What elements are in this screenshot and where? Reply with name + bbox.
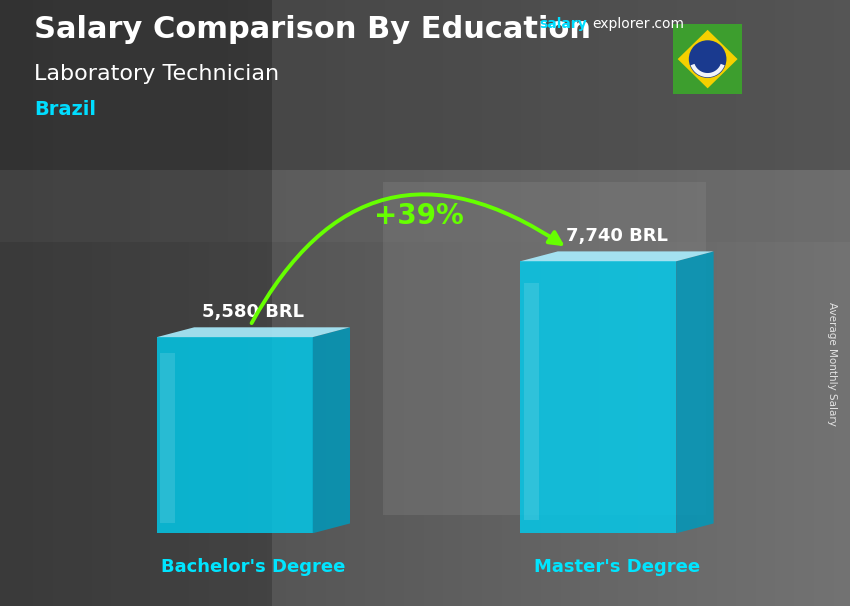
- Polygon shape: [520, 251, 714, 261]
- Text: Average Monthly Salary: Average Monthly Salary: [827, 302, 837, 425]
- Polygon shape: [690, 64, 725, 77]
- Polygon shape: [313, 327, 350, 533]
- Text: Laboratory Technician: Laboratory Technician: [34, 64, 279, 84]
- Polygon shape: [156, 327, 350, 337]
- Text: +39%: +39%: [374, 202, 464, 230]
- Polygon shape: [677, 30, 738, 88]
- Text: Bachelor's Degree: Bachelor's Degree: [162, 558, 346, 576]
- Bar: [0, 0, 850, 242]
- Text: Salary Comparison By Education: Salary Comparison By Education: [34, 15, 591, 44]
- Circle shape: [688, 40, 727, 78]
- Text: Brazil: Brazil: [34, 100, 96, 119]
- Text: .com: .com: [650, 17, 684, 31]
- Text: explorer: explorer: [592, 17, 650, 31]
- Text: Master's Degree: Master's Degree: [534, 558, 700, 576]
- Bar: [0, 0, 850, 170]
- Polygon shape: [524, 283, 539, 520]
- Polygon shape: [156, 337, 313, 533]
- Polygon shape: [520, 261, 677, 533]
- Text: 7,740 BRL: 7,740 BRL: [566, 227, 668, 245]
- Bar: [0, 0, 272, 606]
- Polygon shape: [160, 353, 175, 524]
- Text: 5,580 BRL: 5,580 BRL: [202, 303, 304, 321]
- Polygon shape: [677, 251, 714, 533]
- Bar: [382, 182, 706, 515]
- Text: salary: salary: [540, 17, 587, 31]
